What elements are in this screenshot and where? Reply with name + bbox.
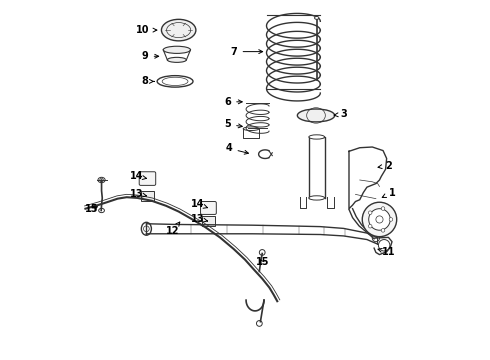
Ellipse shape xyxy=(315,17,319,19)
FancyBboxPatch shape xyxy=(200,202,216,215)
Text: 12: 12 xyxy=(166,222,180,236)
Ellipse shape xyxy=(163,46,191,53)
Circle shape xyxy=(389,218,393,221)
Circle shape xyxy=(100,178,103,182)
Text: 3: 3 xyxy=(334,109,347,120)
Text: 9: 9 xyxy=(142,51,159,61)
Ellipse shape xyxy=(141,222,151,235)
Text: 13: 13 xyxy=(130,189,147,199)
Text: 2: 2 xyxy=(378,161,392,171)
Text: 14: 14 xyxy=(130,171,147,181)
Ellipse shape xyxy=(161,19,196,41)
Circle shape xyxy=(381,229,385,232)
Text: 15: 15 xyxy=(255,257,269,267)
FancyBboxPatch shape xyxy=(201,216,215,226)
Text: 4: 4 xyxy=(226,143,248,154)
Ellipse shape xyxy=(167,57,186,62)
Text: 10: 10 xyxy=(136,25,157,35)
Circle shape xyxy=(368,209,390,230)
FancyBboxPatch shape xyxy=(139,172,156,185)
Circle shape xyxy=(368,211,372,215)
Text: 7: 7 xyxy=(231,46,263,57)
Circle shape xyxy=(381,207,385,210)
Text: 11: 11 xyxy=(378,247,395,257)
Circle shape xyxy=(378,239,390,251)
Text: 8: 8 xyxy=(142,76,154,86)
Text: 1: 1 xyxy=(382,188,395,198)
Ellipse shape xyxy=(309,196,324,200)
Circle shape xyxy=(362,202,397,237)
FancyBboxPatch shape xyxy=(141,191,154,201)
Text: 6: 6 xyxy=(224,97,242,107)
Ellipse shape xyxy=(309,135,324,139)
Circle shape xyxy=(376,216,383,223)
Text: 13: 13 xyxy=(191,214,208,224)
Ellipse shape xyxy=(297,109,335,122)
Circle shape xyxy=(368,224,372,228)
Text: 14: 14 xyxy=(191,199,208,210)
Text: 5: 5 xyxy=(224,120,242,129)
Text: 15: 15 xyxy=(85,204,98,215)
